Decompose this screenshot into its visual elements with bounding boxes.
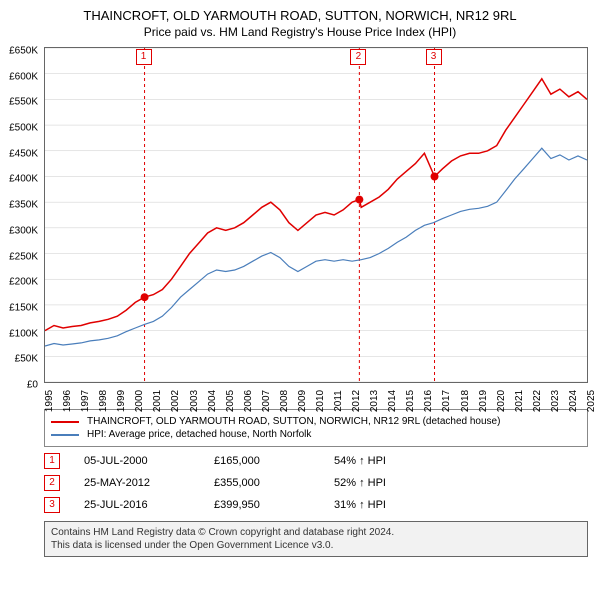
x-tick-label: 2019 xyxy=(478,390,489,412)
y-tick-label: £500K xyxy=(9,123,38,134)
x-tick-label: 2001 xyxy=(152,390,163,412)
x-tick-label: 1995 xyxy=(44,390,55,412)
x-tick-label: 2017 xyxy=(441,390,452,412)
x-tick-label: 2005 xyxy=(225,390,236,412)
legend-item: THAINCROFT, OLD YARMOUTH ROAD, SUTTON, N… xyxy=(51,416,581,427)
annotation-row: 3 25-JUL-2016£399,95031% ↑ HPI xyxy=(44,497,588,513)
x-tick-label: 1999 xyxy=(116,390,127,412)
annotation-number: 3 xyxy=(44,497,60,513)
legend-label: HPI: Average price, detached house, Nort… xyxy=(87,429,311,440)
x-tick-label: 2003 xyxy=(189,390,200,412)
annotation-number: 1 xyxy=(44,453,60,469)
y-tick-label: £600K xyxy=(9,71,38,82)
chart-area: £0 £50K £100K £150K £200K £250K £300K £350K £400… xyxy=(0,43,600,403)
x-tick-label: 2006 xyxy=(243,390,254,412)
x-tick-label: 2023 xyxy=(550,390,561,412)
x-tick-label: 1997 xyxy=(80,390,91,412)
legend-item: HPI: Average price, detached house, Nort… xyxy=(51,429,581,440)
x-tick-label: 2018 xyxy=(460,390,471,412)
y-tick-label: £150K xyxy=(9,302,38,313)
chart-container: THAINCROFT, OLD YARMOUTH ROAD, SUTTON, N… xyxy=(0,0,600,557)
annotation-price: £165,000 xyxy=(214,455,334,467)
x-tick-label: 2002 xyxy=(170,390,181,412)
sale-marker-1: 1 xyxy=(136,49,152,65)
y-tick-label: £200K xyxy=(9,277,38,288)
footer-attribution: Contains HM Land Registry data © Crown c… xyxy=(44,521,588,557)
footer-line1: Contains HM Land Registry data © Crown c… xyxy=(51,526,581,539)
sale-annotations: 1 05-JUL-2000£165,00054% ↑ HPI 2 25-MAY-201… xyxy=(44,453,588,513)
titles: THAINCROFT, OLD YARMOUTH ROAD, SUTTON, N… xyxy=(0,0,600,43)
annotation-date: 05-JUL-2000 xyxy=(84,455,214,467)
x-tick-label: 2016 xyxy=(423,390,434,412)
chart-title: THAINCROFT, OLD YARMOUTH ROAD, SUTTON, N… xyxy=(10,8,590,23)
annotation-number: 2 xyxy=(44,475,60,491)
x-tick-label: 2008 xyxy=(279,390,290,412)
y-tick-label: £50K xyxy=(15,354,38,365)
legend-swatch xyxy=(51,421,79,423)
x-tick-label: 2025 xyxy=(586,390,597,412)
x-tick-label: 2013 xyxy=(369,390,380,412)
annotation-pct: 54% ↑ HPI xyxy=(334,455,386,467)
x-tick-label: 2014 xyxy=(387,390,398,412)
legend: THAINCROFT, OLD YARMOUTH ROAD, SUTTON, N… xyxy=(44,409,588,447)
plot-area xyxy=(44,47,588,383)
annotation-row: 2 25-MAY-2012£355,00052% ↑ HPI xyxy=(44,475,588,491)
x-tick-label: 2020 xyxy=(496,390,507,412)
x-tick-label: 2024 xyxy=(568,390,579,412)
sale-marker-3: 3 xyxy=(426,49,442,65)
chart-subtitle: Price paid vs. HM Land Registry's House … xyxy=(10,25,590,39)
x-tick-label: 2011 xyxy=(333,390,344,412)
x-tick-label: 2010 xyxy=(315,390,326,412)
annotation-pct: 31% ↑ HPI xyxy=(334,499,386,511)
annotation-row: 1 05-JUL-2000£165,00054% ↑ HPI xyxy=(44,453,588,469)
x-tick-label: 2012 xyxy=(351,390,362,412)
legend-label: THAINCROFT, OLD YARMOUTH ROAD, SUTTON, N… xyxy=(87,416,500,427)
annotation-date: 25-JUL-2016 xyxy=(84,499,214,511)
y-tick-label: £450K xyxy=(9,148,38,159)
x-tick-label: 2021 xyxy=(514,390,525,412)
y-axis-labels: £0£50K£100K£150K£200K£250K£300K£350K£400… xyxy=(0,47,42,383)
x-axis-labels: 1995199619971998199920002001200220032004… xyxy=(44,385,588,403)
annotation-pct: 52% ↑ HPI xyxy=(334,477,386,489)
x-tick-label: 1996 xyxy=(62,390,73,412)
x-tick-label: 1998 xyxy=(98,390,109,412)
y-tick-label: £0 xyxy=(27,380,38,391)
annotation-price: £355,000 xyxy=(214,477,334,489)
plot-svg xyxy=(45,48,587,382)
y-tick-label: £650K xyxy=(9,46,38,57)
sale-marker-2: 2 xyxy=(350,49,366,65)
y-tick-label: £400K xyxy=(9,174,38,185)
y-tick-label: £550K xyxy=(9,97,38,108)
y-tick-label: £100K xyxy=(9,328,38,339)
y-tick-label: £350K xyxy=(9,200,38,211)
x-tick-label: 2007 xyxy=(261,390,272,412)
annotation-price: £399,950 xyxy=(214,499,334,511)
x-tick-label: 2009 xyxy=(297,390,308,412)
footer-line2: This data is licensed under the Open Gov… xyxy=(51,539,581,552)
x-tick-label: 2000 xyxy=(134,390,145,412)
legend-swatch xyxy=(51,434,79,436)
x-tick-label: 2015 xyxy=(405,390,416,412)
x-tick-label: 2004 xyxy=(207,390,218,412)
y-tick-label: £250K xyxy=(9,251,38,262)
y-tick-label: £300K xyxy=(9,225,38,236)
annotation-date: 25-MAY-2012 xyxy=(84,477,214,489)
x-tick-label: 2022 xyxy=(532,390,543,412)
